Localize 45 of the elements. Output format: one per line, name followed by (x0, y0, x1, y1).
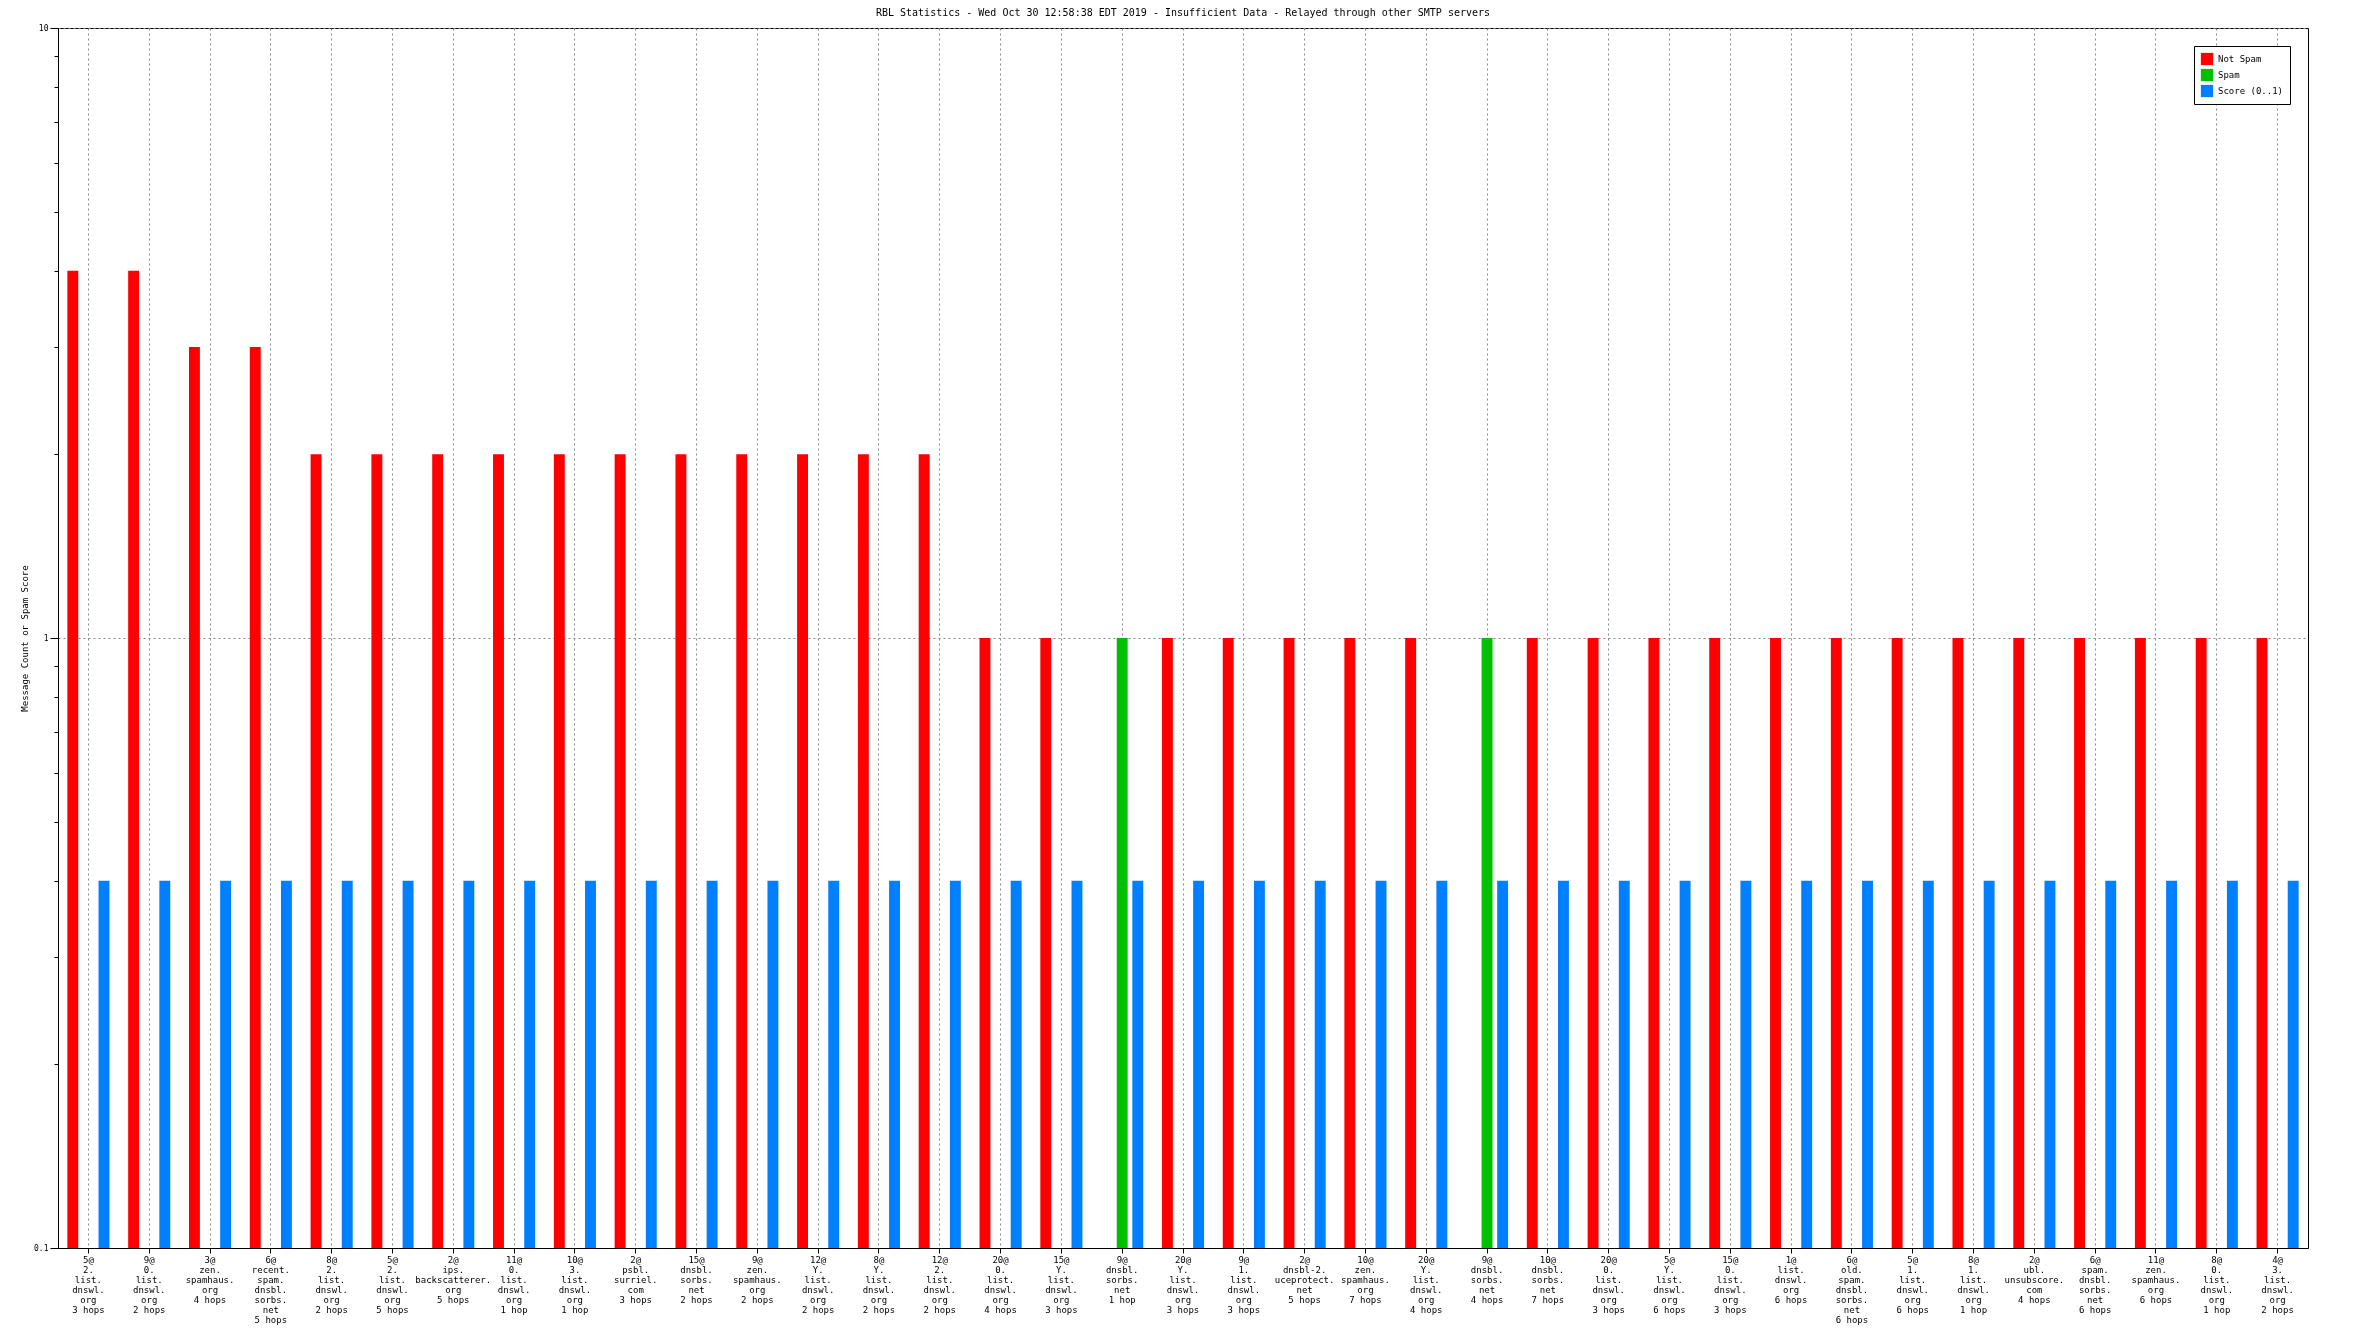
y-tick-label: 1 (43, 633, 49, 643)
x-tick-label: 5@ 2. list. dnswl. org 5 hops (376, 1254, 409, 1315)
x-tick-label: 15@ 0. list. dnswl. org 3 hops (1714, 1254, 1747, 1315)
x-tick-label: 15@ Y. list. dnswl. org 3 hops (1045, 1254, 1078, 1315)
x-tick-label: 9@ 1. list. dnswl. org 3 hops (1227, 1254, 1261, 1315)
x-tick-label: 5@ Y. list. dnswl. org 6 hops (1653, 1254, 1686, 1315)
x-tick-label: 6@ spam. dnsbl. sorbs. net 6 hops (2078, 1254, 2112, 1315)
x-tick-label: 9@ dnsbl. sorbs. net 1 hop (1105, 1254, 1139, 1305)
x-tick-label: 2@ ips. backscatterer. org 5 hops (415, 1254, 492, 1305)
legend-label: Score (0..1) (2218, 86, 2284, 96)
x-tick-label: 6@ recent. spam. dnsbl. sorbs. net 5 hops (251, 1254, 290, 1325)
x-tick-label: 11@ 0. list. dnswl. org 1 hop (497, 1254, 531, 1315)
x-tick-label: 3@ zen. spamhaus. org 4 hops (185, 1254, 235, 1305)
x-tick-label: 20@ 0. list. dnswl. org 4 hops (984, 1254, 1017, 1315)
x-tick-label: 11@ zen. spamhaus. org 6 hops (2131, 1254, 2181, 1305)
x-tick-label: 8@ Y. list. dnswl. org 2 hops (862, 1254, 896, 1315)
x-tick-label: 1@ list. dnswl. org 6 hops (1774, 1254, 1808, 1305)
x-tick-label: 10@ zen. spamhaus. org 7 hops (1341, 1254, 1390, 1305)
x-tick-label: 9@ zen. spamhaus. org 2 hops (732, 1254, 782, 1305)
x-tick-label: 10@ dnsbl. sorbs. net 7 hops (1531, 1254, 1565, 1305)
x-tick-label: 6@ old. spam. dnsbl. sorbs. net 6 hops (1835, 1254, 1869, 1325)
x-tick-label: 20@ 0. list. dnswl. org 3 hops (1592, 1254, 1625, 1315)
x-tick-label: 8@ 1. list. dnswl. org 1 hop (1957, 1254, 1990, 1315)
x-tick-label: 15@ dnsbl. sorbs. net 2 hops (680, 1254, 713, 1305)
x-tick-label: 2@ psbl. surriel. com 3 hops (614, 1254, 658, 1305)
legend-label: Not Spam (2218, 54, 2262, 64)
x-tick-label: 12@ 2. list. dnswl. org 2 hops (923, 1254, 957, 1315)
y-axis-title: Message Count or Spam Score (20, 565, 31, 712)
x-tick-label: 20@ Y. list. dnswl. org 3 hops (1166, 1254, 1200, 1315)
x-tick-label: 20@ Y. list. dnswl. org 4 hops (1409, 1254, 1443, 1315)
x-tick-label: 8@ 2. list. dnswl. org 2 hops (315, 1254, 348, 1315)
y-tick-label: 10 (38, 23, 49, 33)
x-tick-label: 10@ 3. list. dnswl. org 1 hop (558, 1254, 592, 1315)
x-tick-label: 2@ ubl. unsubscore. com 4 hops (2004, 1254, 2065, 1305)
x-tick-label: 8@ 0. list. dnswl. org 1 hop (2200, 1254, 2234, 1315)
x-tick-label: 2@ dnsbl-2. uceprotect. net 5 hops (1274, 1254, 1335, 1305)
x-tick-label: 5@ 2. list. dnswl. org 3 hops (72, 1254, 105, 1315)
x-tick-label: 9@ 0. list. dnswl. org 2 hops (132, 1254, 166, 1315)
x-tick-label: 4@ 3. list. dnswl. org 2 hops (2261, 1254, 2294, 1315)
x-tick-label: 12@ Y. list. dnswl. org 2 hops (801, 1254, 835, 1315)
legend-label: Spam (2218, 70, 2240, 80)
x-tick-label: 5@ 1. list. dnswl. org 6 hops (1896, 1254, 1929, 1315)
chart-title: RBL Statistics - Wed Oct 30 12:58:38 EDT 2019 - Insufficient Data - Relayed through other SMTP servers (875, 7, 1491, 18)
y-tick-label: 0.1 (34, 1243, 49, 1253)
x-tick-label: 9@ dnsbl. sorbs. net 4 hops (1470, 1254, 1504, 1305)
